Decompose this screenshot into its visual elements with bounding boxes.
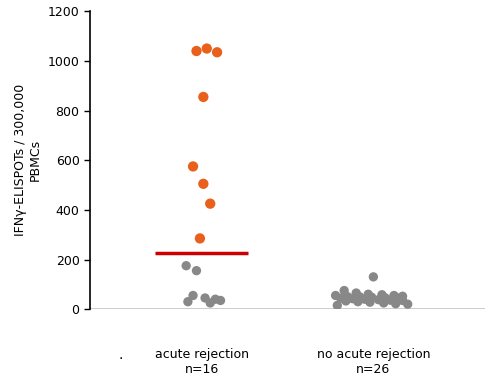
Point [356,294,364,300]
Point [404,301,411,307]
Point [398,293,406,299]
Point [386,297,394,303]
Text: .: . [118,348,123,362]
Point [380,300,388,306]
Point [192,48,200,54]
Point [354,299,362,305]
Point [189,163,197,169]
Point [361,296,369,302]
Point [203,46,211,52]
Point [213,49,221,55]
Point [374,297,382,303]
Point [378,292,386,298]
Y-axis label: IFNγ-ELISPOTs / 300,000
PBMCs: IFNγ-ELISPOTs / 300,000 PBMCs [14,84,42,236]
Point [349,296,357,302]
Point [200,94,207,100]
Point [192,268,200,274]
Point [336,295,344,301]
Point [200,181,207,187]
Point [370,274,378,280]
Point [206,300,214,306]
Point [342,298,350,304]
Point [332,293,340,299]
Point [196,235,204,241]
Point [184,299,192,305]
Point [334,302,342,308]
Point [344,294,351,300]
Point [382,295,390,301]
Point [206,201,214,207]
Point [216,297,224,303]
Point [368,294,376,300]
Point [340,288,348,294]
Point [352,290,360,296]
Point [392,301,400,307]
Point [366,299,374,305]
Point [390,293,398,299]
Text: no acute rejection
n=26: no acute rejection n=26 [316,348,430,375]
Text: acute rejection
n=16: acute rejection n=16 [154,348,248,375]
Point [201,295,209,301]
Point [212,296,220,302]
Point [189,293,197,299]
Point [182,263,190,269]
Point [394,295,402,301]
Point [364,291,372,297]
Point [398,297,406,303]
